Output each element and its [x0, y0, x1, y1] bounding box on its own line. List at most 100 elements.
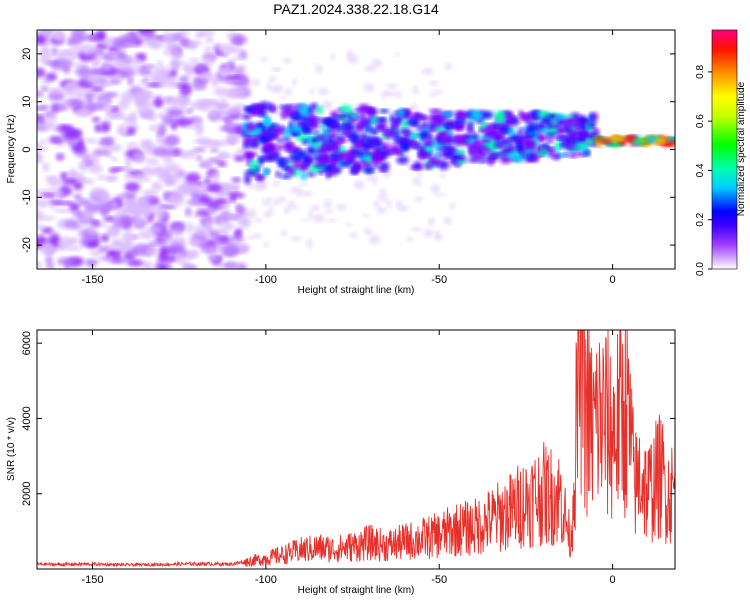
spectrogram-blob [360, 112, 366, 122]
spectrogram-blob [188, 58, 201, 64]
spectrogram-blob [549, 113, 556, 119]
spectrogram-blob [494, 110, 506, 121]
spectrogram-blob [127, 127, 136, 135]
spectrogram-blob [138, 30, 156, 36]
spectrogram-blob [399, 128, 412, 135]
spectrogram-blob [547, 137, 554, 144]
spectrogram-blob [379, 188, 387, 197]
spectrogram-blob [332, 119, 339, 128]
spectrogram-blob [245, 151, 258, 158]
spectrogram-y-ticks: 20 10 0 -10 -20 [21, 48, 675, 253]
spectrogram-blob [340, 151, 353, 160]
spectrogram-blob [122, 231, 134, 243]
spectrogram-blob [217, 44, 236, 54]
spectrogram-blob [277, 159, 287, 169]
spectrogram-blob [103, 216, 117, 222]
spectrogram-blob [57, 257, 75, 266]
spectrogram-blob [245, 182, 255, 189]
spectrogram-blob [489, 153, 497, 159]
spectrogram-blob [218, 236, 231, 244]
spectrogram-blob [343, 121, 349, 130]
spectrogram-blob [363, 126, 375, 133]
spectrogram-blob [117, 124, 130, 133]
spectrogram-blob [87, 165, 104, 174]
spectrogram-blob [197, 140, 213, 148]
spectrogram-blob [141, 202, 153, 215]
spectrogram-blob [150, 71, 168, 84]
spectrogram-blob [381, 130, 392, 135]
spectrogram-blob [113, 58, 127, 69]
spectrogram-blob [339, 146, 347, 154]
spectrogram-blob [77, 177, 88, 183]
spectrogram-blob [535, 150, 548, 156]
spectrogram-blob [158, 265, 168, 269]
spectrogram-blob [551, 118, 559, 125]
spectrogram-blob [599, 139, 613, 144]
spectrogram-blob [227, 126, 235, 136]
spectrogram-blob [423, 152, 431, 158]
spectrogram-blob [246, 236, 255, 240]
spectrogram-blob [195, 32, 205, 39]
spectrogram-blob [349, 232, 358, 239]
spectrogram-blob [69, 202, 80, 212]
spectrogram-blob [537, 134, 548, 142]
spectrogram-blob [96, 175, 108, 180]
spectrogram-blob [223, 244, 239, 257]
spectrogram-blob [544, 116, 552, 124]
spectrogram-blob [137, 105, 154, 118]
spectrogram-blob [142, 261, 153, 269]
spectrogram-blob [75, 66, 92, 77]
spectrogram-blob [45, 72, 58, 82]
spectrogram-blob [90, 103, 105, 111]
spectrogram-blob [216, 153, 234, 159]
spectrogram-blob [375, 153, 384, 163]
spectrogram-blob [626, 134, 637, 141]
spectrogram-blob [147, 241, 166, 246]
spectrogram-blob [102, 52, 117, 62]
snr-series-line [37, 330, 675, 568]
spectrogram-blob [54, 208, 71, 213]
spectrogram-blob [123, 42, 138, 47]
spectrogram-blob [483, 127, 497, 138]
spectrogram-blob [416, 172, 424, 177]
spectrogram-blob [200, 71, 214, 81]
spectrogram-blob [203, 159, 213, 166]
spectrogram-blob [133, 151, 144, 163]
spectrogram-blob [543, 143, 549, 150]
spectrogram-blob [236, 262, 247, 269]
spectrogram-blob [504, 152, 516, 159]
spectrogram-blob [198, 229, 209, 238]
spectrogram-blob [45, 256, 54, 265]
spectrogram-blob [211, 75, 219, 88]
spectrogram-blob [253, 217, 263, 223]
spectrogram-blob [260, 56, 268, 62]
spectrogram-blob [300, 170, 308, 181]
spectrogram-blob [394, 90, 402, 99]
spectrogram-blob [205, 35, 214, 44]
spectrogram-blob [160, 204, 177, 209]
spectrogram-blob [249, 159, 259, 168]
spectrogram-blob [487, 158, 495, 166]
spectrogram-blob [37, 146, 49, 152]
spectrogram-blob [128, 36, 141, 43]
spectrogram-x-tick-label: -100 [255, 274, 277, 286]
spectrogram-blob [179, 182, 194, 191]
chart-title: PAZ1.2024.338.22.18.G14 [273, 1, 439, 17]
spectrogram-y-tick-label: 0 [21, 146, 33, 152]
spectrogram-blob [212, 231, 220, 239]
spectrogram-blob [469, 148, 476, 156]
spectrogram-blob [313, 214, 325, 223]
spectrogram-blob [366, 150, 372, 157]
spectrogram-blob [252, 233, 262, 239]
spectrogram-blob [308, 210, 314, 220]
spectrogram-blob [302, 124, 311, 134]
spectrogram-blob [74, 89, 85, 101]
spectrogram-blob [70, 142, 85, 153]
spectrogram-blob [100, 234, 109, 243]
spectrogram-blob [373, 149, 381, 155]
spectrogram-y-tick-label: 10 [21, 96, 33, 108]
spectrogram-blob [137, 102, 153, 108]
spectrogram-blob [336, 135, 344, 143]
spectrogram-y-tick-label: -10 [21, 189, 33, 205]
spectrogram-blob [423, 229, 434, 238]
